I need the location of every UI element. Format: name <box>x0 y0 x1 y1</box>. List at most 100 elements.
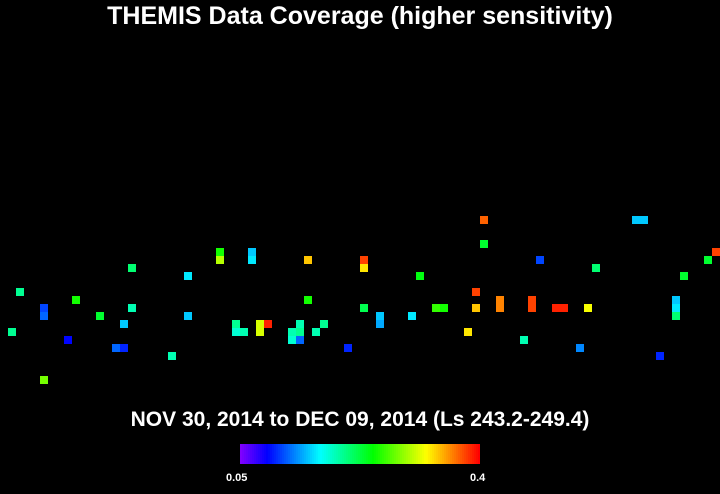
coverage-cell <box>560 304 568 312</box>
colorbar-segment <box>446 444 449 464</box>
colorbar-segment <box>414 444 417 464</box>
coverage-cell <box>40 304 48 312</box>
coverage-cell <box>536 256 544 264</box>
colorbar-segment <box>274 444 277 464</box>
colorbar-segment <box>436 444 439 464</box>
coverage-cell <box>480 240 488 248</box>
colorbar-segment <box>334 444 337 464</box>
colorbar-segment <box>420 444 423 464</box>
colorbar-segment <box>360 444 363 464</box>
colorbar-segment <box>406 444 409 464</box>
colorbar-segment <box>286 444 289 464</box>
colorbar-segment <box>390 444 393 464</box>
coverage-cell <box>656 352 664 360</box>
coverage-cell <box>8 328 16 336</box>
colorbar-segment <box>428 444 431 464</box>
coverage-cell <box>256 328 264 336</box>
colorbar-segment <box>310 444 313 464</box>
coverage-cell <box>216 248 224 256</box>
colorbar-segment <box>454 444 457 464</box>
coverage-cell <box>120 320 128 328</box>
colorbar-segment <box>252 444 255 464</box>
colorbar-segment <box>302 444 305 464</box>
colorbar-segment <box>412 444 415 464</box>
coverage-cell <box>256 320 264 328</box>
colorbar-segment <box>322 444 325 464</box>
colorbar-segment <box>288 444 291 464</box>
date-range-subtitle: NOV 30, 2014 to DEC 09, 2014 (Ls 243.2-2… <box>130 408 590 431</box>
colorbar-segment <box>456 444 459 464</box>
colorbar-segment <box>314 444 317 464</box>
colorbar-segment <box>300 444 303 464</box>
colorbar-segment <box>242 444 245 464</box>
coverage-cell <box>416 272 424 280</box>
coverage-cell <box>584 304 592 312</box>
colorbar-segment <box>296 444 299 464</box>
coverage-cell <box>112 344 120 352</box>
colorbar-segment <box>368 444 371 464</box>
colorbar-segment <box>278 444 281 464</box>
colorbar-segment <box>280 444 283 464</box>
colorbar-segment <box>386 444 389 464</box>
colorbar-segment <box>472 444 475 464</box>
colorbar-segment <box>394 444 397 464</box>
colorbar-segment <box>458 444 461 464</box>
colorbar-segment <box>298 444 301 464</box>
coverage-cell <box>344 344 352 352</box>
colorbar-segment <box>350 444 353 464</box>
coverage-cell <box>440 304 448 312</box>
coverage-cell <box>288 328 296 336</box>
colorbar-segment <box>326 444 329 464</box>
coverage-cell <box>632 216 640 224</box>
colorbar-segment <box>466 444 469 464</box>
colorbar-segment <box>478 444 480 464</box>
coverage-cell <box>576 344 584 352</box>
colorbar-segment <box>448 444 451 464</box>
coverage-cell <box>296 336 304 344</box>
coverage-cell <box>264 320 272 328</box>
colorbar-segment <box>388 444 391 464</box>
coverage-cell <box>360 256 368 264</box>
colorbar-segment <box>346 444 349 464</box>
colorbar-segment <box>424 444 427 464</box>
colorbar-segment <box>250 444 253 464</box>
colorbar <box>240 444 480 464</box>
colorbar-segment <box>244 444 247 464</box>
colorbar-segment <box>426 444 429 464</box>
colorbar-segment <box>312 444 315 464</box>
coverage-cell <box>376 320 384 328</box>
colorbar-segment <box>396 444 399 464</box>
coverage-cell <box>640 216 648 224</box>
colorbar-segment <box>418 444 421 464</box>
colorbar-segment <box>378 444 381 464</box>
coverage-cell <box>672 296 680 304</box>
colorbar-segment <box>442 444 445 464</box>
colorbar-segment <box>430 444 433 464</box>
colorbar-min-label: 0.05 <box>226 472 248 484</box>
colorbar-segment <box>462 444 465 464</box>
colorbar-segment <box>316 444 319 464</box>
colorbar-segment <box>362 444 365 464</box>
coverage-cell <box>240 328 248 336</box>
colorbar-segment <box>468 444 471 464</box>
colorbar-segment <box>354 444 357 464</box>
coverage-cell <box>304 256 312 264</box>
colorbar-segment <box>438 444 441 464</box>
colorbar-segment <box>294 444 297 464</box>
colorbar-segment <box>422 444 425 464</box>
colorbar-segment <box>476 444 479 464</box>
coverage-cell <box>184 272 192 280</box>
colorbar-segment <box>380 444 383 464</box>
colorbar-segment <box>246 444 249 464</box>
colorbar-segment <box>336 444 339 464</box>
coverage-cell <box>296 320 304 328</box>
colorbar-segment <box>264 444 267 464</box>
coverage-cell <box>480 216 488 224</box>
colorbar-segment <box>404 444 407 464</box>
colorbar-segment <box>408 444 411 464</box>
coverage-cell <box>320 320 328 328</box>
coverage-cell <box>464 328 472 336</box>
colorbar-segment <box>474 444 477 464</box>
coverage-cell <box>520 336 528 344</box>
